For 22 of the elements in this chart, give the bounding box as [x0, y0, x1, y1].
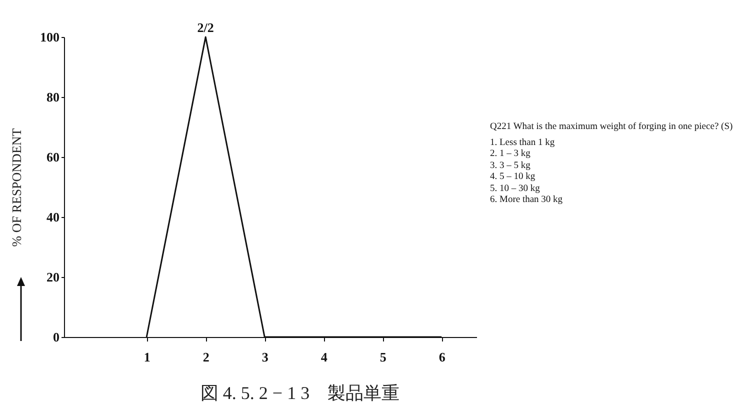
y-tick-label: 80 [46, 90, 60, 104]
text: 6. More than 30 kg [490, 195, 564, 206]
text: Q221 What is the maximum weight of forging in one piece? (S) [490, 122, 733, 134]
x-tick-label: 6 [438, 350, 446, 364]
y-tick-label: 0 [53, 330, 60, 344]
text: 4. 5 – 10 kg [490, 172, 536, 184]
y-tick-label: 100 [40, 30, 60, 44]
x-tick-label: 3 [262, 350, 269, 364]
text: 5. 10 – 30 kg [490, 184, 541, 195]
text: 3. 3 – 5 kg [490, 160, 532, 172]
x-tick-label: 1 [144, 350, 150, 364]
x-tick-label: 2 [202, 350, 210, 364]
text: 1. Less than 1 kg [490, 138, 556, 149]
x-tick-label: 5 [380, 350, 387, 364]
y-tick-label: 20 [46, 270, 60, 284]
y-tick-label: 40 [46, 210, 60, 224]
text: 2. 1 – 3 kg [490, 149, 532, 160]
y-tick-label: 60 [46, 150, 60, 164]
y-axis-title: % OF RESPONDENT [9, 128, 24, 247]
text: 図 4. 5. 2 − 1 3 製品単重 [199, 382, 401, 405]
annotation: 2/2 [197, 20, 214, 35]
x-tick-label: 4 [320, 350, 328, 364]
